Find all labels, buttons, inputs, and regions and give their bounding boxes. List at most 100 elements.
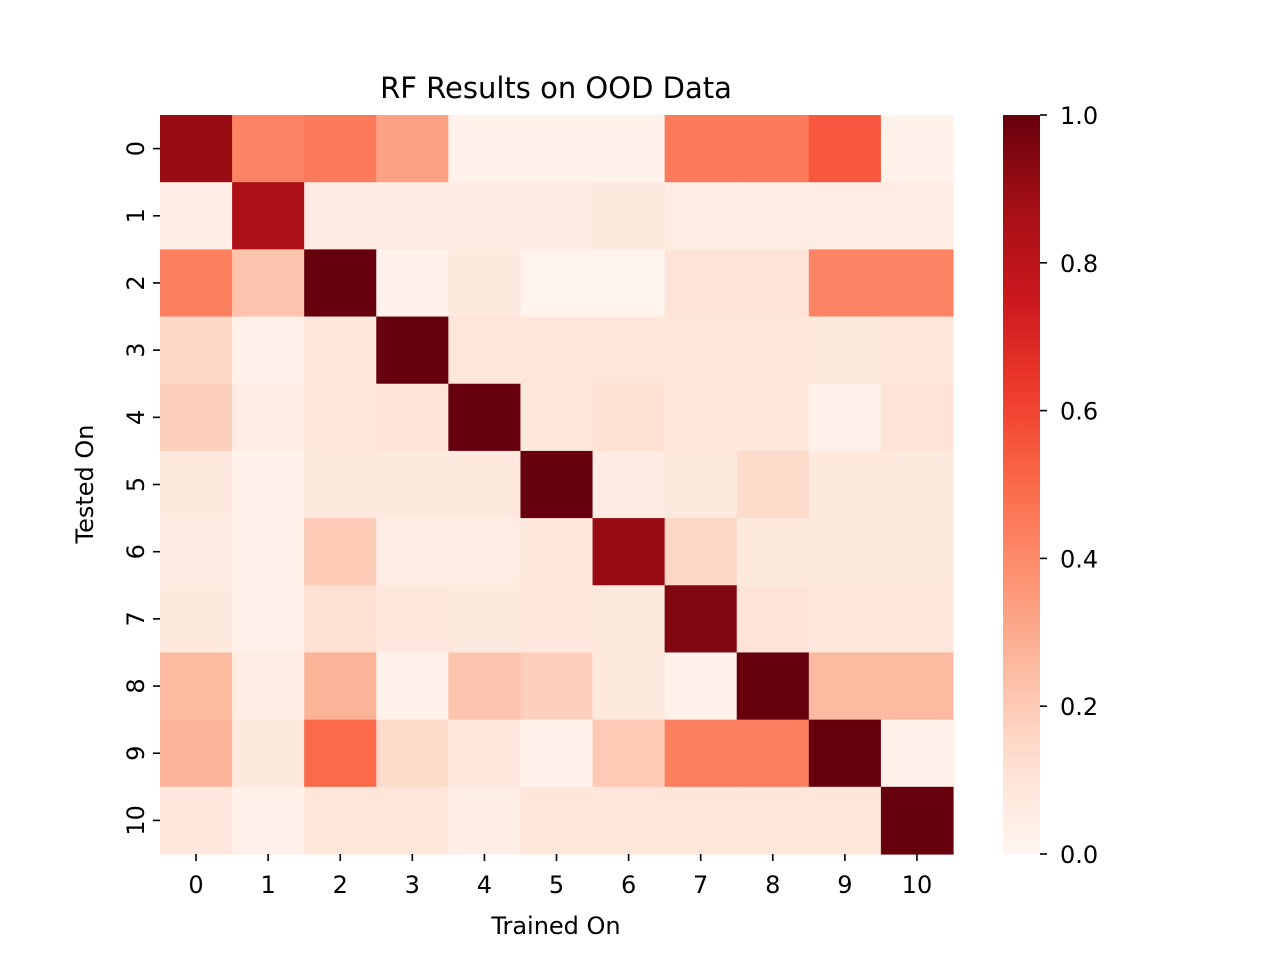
heatmap-cell-r5-c1	[232, 450, 305, 519]
heatmap-cell-r0-c4	[448, 115, 522, 183]
y-tick-label: 0	[122, 141, 150, 156]
x-tick-label: 5	[549, 871, 564, 899]
colorbar-gradient	[1003, 115, 1040, 854]
heatmap-cell-r10-c5	[520, 786, 594, 855]
x-tick-label: 4	[477, 871, 492, 899]
heatmap-cell-r5-c10	[880, 450, 954, 519]
heatmap-cell-r10-c10	[880, 786, 954, 855]
y-tick-label: 7	[122, 611, 150, 626]
heatmap-cell-r3-c5	[520, 316, 594, 385]
y-tick-label: 9	[122, 746, 150, 761]
heatmap-cell-r5-c3	[376, 450, 449, 519]
y-tick-label: 8	[122, 678, 150, 693]
heatmap-cell-r10-c2	[304, 786, 377, 855]
heatmap-cell-r5-c0	[160, 450, 233, 519]
y-axis-label: Tested On	[71, 425, 99, 545]
chart-title: RF Results on OOD Data	[380, 71, 732, 105]
heatmap-cell-r8-c4	[448, 652, 522, 721]
x-tick-label: 7	[693, 871, 708, 899]
heatmap-cell-r2-c1	[232, 249, 305, 318]
y-tick-label: 2	[122, 275, 150, 290]
heatmap-cell-r3-c2	[304, 316, 377, 385]
heatmap-cell-r4-c1	[232, 383, 305, 452]
heatmap-cell-r3-c4	[448, 316, 522, 385]
heatmap-cell-r5-c9	[808, 450, 882, 519]
heatmap-cell-r6-c5	[520, 518, 594, 586]
heatmap-cell-r9-c7	[664, 719, 738, 788]
heatmap-cell-r9-c6	[592, 719, 666, 788]
heatmap-cell-r7-c6	[592, 585, 666, 654]
x-tick-label: 6	[621, 871, 636, 899]
heatmap-cell-r0-c10	[880, 115, 954, 183]
x-tick-label: 2	[333, 871, 348, 899]
colorbar-tick-label: 0.8	[1060, 250, 1098, 278]
heatmap-cell-r10-c7	[664, 786, 738, 855]
colorbar-tick-label: 1.0	[1060, 102, 1098, 130]
heatmap-cell-r8-c8	[736, 652, 810, 721]
heatmap-cell-r8-c9	[808, 652, 882, 721]
heatmap-cell-r9-c2	[304, 719, 377, 788]
heatmap-cell-r1-c7	[664, 182, 738, 250]
heatmap-cell-r6-c9	[808, 518, 882, 586]
heatmap-cell-r7-c9	[808, 585, 882, 654]
heatmap-cell-r8-c0	[160, 652, 233, 721]
heatmap-cell-r6-c3	[376, 518, 449, 586]
heatmap-cell-r4-c6	[592, 383, 666, 452]
y-tick-label: 4	[122, 410, 150, 425]
heatmap-cell-r7-c3	[376, 585, 449, 654]
heatmap-cell-r9-c8	[736, 719, 810, 788]
heatmap-cell-r1-c8	[736, 182, 810, 250]
heatmap-cell-r8-c10	[880, 652, 954, 721]
heatmap-cell-r5-c8	[736, 450, 810, 519]
heatmap-cell-r10-c4	[448, 786, 522, 855]
heatmap-cell-r7-c1	[232, 585, 305, 654]
heatmap-cell-r8-c5	[520, 652, 594, 721]
heatmap-cell-r8-c2	[304, 652, 377, 721]
y-tick-label: 6	[122, 544, 150, 559]
heatmap-cell-r6-c1	[232, 518, 305, 586]
x-tick-label: 1	[260, 871, 275, 899]
heatmap-cell-r8-c7	[664, 652, 738, 721]
x-axis-label: Trained On	[490, 912, 620, 940]
heatmap-cell-r5-c4	[448, 450, 522, 519]
heatmap-cell-r1-c4	[448, 182, 522, 250]
heatmap-cell-r9-c4	[448, 719, 522, 788]
heatmap-cell-r3-c0	[160, 316, 233, 385]
heatmap-cell-r4-c2	[304, 383, 377, 452]
heatmap-cell-r4-c5	[520, 383, 594, 452]
heatmap-cell-r3-c10	[880, 316, 954, 385]
heatmap-cell-r10-c9	[808, 786, 882, 855]
heatmap-cell-r3-c8	[736, 316, 810, 385]
heatmap-cell-r1-c3	[376, 182, 449, 250]
heatmap-cell-r2-c7	[664, 249, 738, 318]
colorbar: 0.0 0.2 0.4 0.6 0.8 1.0	[1003, 102, 1098, 869]
colorbar-tick-label: 0.4	[1060, 545, 1098, 573]
heatmap-cell-r10-c1	[232, 786, 305, 855]
heatmap-cell-r1-c1	[232, 182, 305, 250]
heatmap-cell-r0-c1	[232, 115, 305, 183]
heatmap-cell-r7-c7	[664, 585, 738, 654]
heatmap-cell-r10-c6	[592, 786, 666, 855]
heatmap-cell-r4-c3	[376, 383, 449, 452]
heatmap-cell-r2-c8	[736, 249, 810, 318]
heatmap-cell-r5-c5	[520, 450, 594, 519]
heatmap-cell-r3-c3	[376, 316, 449, 385]
heatmap-cell-r4-c0	[160, 383, 233, 452]
heatmap-cell-r1-c0	[160, 182, 233, 250]
heatmap-cell-r8-c6	[592, 652, 666, 721]
heatmap-cell-r2-c2	[304, 249, 377, 318]
heatmap-cell-r9-c0	[160, 719, 233, 788]
heatmap-cell-r1-c2	[304, 182, 377, 250]
x-tick-label: 0	[188, 871, 203, 899]
heatmap-cell-r10-c8	[736, 786, 810, 855]
x-axis-ticks: 0 1 2 3 4 5 6 7 8 9 10	[188, 854, 932, 899]
heatmap-cell-r5-c7	[664, 450, 738, 519]
heatmap-cell-r0-c2	[304, 115, 377, 183]
heatmap-cell-r2-c9	[808, 249, 882, 318]
heatmap-cell-r1-c6	[592, 182, 666, 250]
heatmap-cell-r1-c9	[808, 182, 882, 250]
heatmap-cell-r7-c5	[520, 585, 594, 654]
heatmap-cell-r6-c10	[880, 518, 954, 586]
x-tick-label: 10	[902, 871, 933, 899]
